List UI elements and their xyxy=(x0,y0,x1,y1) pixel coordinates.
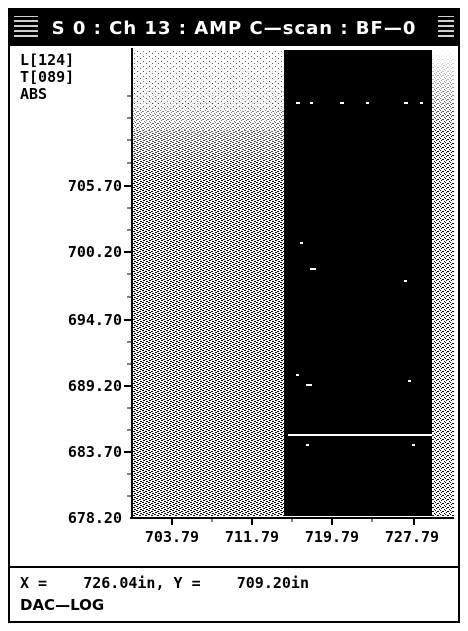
plot-axes xyxy=(124,48,454,525)
scan-region-dark xyxy=(284,50,432,516)
window-title: S 0 : Ch 13 : AMP C—scan : BF—0 xyxy=(51,18,417,39)
y-tick-label: 705.70 xyxy=(67,177,122,195)
readout-x-value: 726.04in, xyxy=(83,574,165,592)
y-tick-label: 700.20 xyxy=(67,243,122,261)
readout-y-label: Y = xyxy=(173,574,201,592)
x-tick-label: 727.79 xyxy=(384,528,440,546)
y-tick-label: 683.70 xyxy=(67,443,122,461)
status-divider xyxy=(10,566,458,568)
cscan-plot[interactable] xyxy=(10,10,458,566)
y-tick-label: 694.70 xyxy=(67,311,122,329)
x-tick-label: 711.79 xyxy=(224,528,280,546)
scan-info: L[124] T[089] ABS xyxy=(20,52,74,103)
y-tick-label: 689.20 xyxy=(67,377,122,395)
title-bar[interactable]: S 0 : Ch 13 : AMP C—scan : BF—0 xyxy=(10,10,458,46)
scan-region-right xyxy=(432,50,454,516)
title-bar-resize-icon[interactable] xyxy=(438,16,454,40)
readout-y-value: 709.20in xyxy=(236,574,309,592)
readout-x-label: X = xyxy=(20,574,48,592)
cscan-window: S 0 : Ch 13 : AMP C—scan : BF—0 L[124] T… xyxy=(8,8,460,623)
info-line-l: L[124] xyxy=(20,51,75,69)
title-bar-menu-icon[interactable] xyxy=(14,16,38,40)
y-tick-label: 678.20 xyxy=(67,509,122,527)
scan-region-left xyxy=(132,50,284,516)
cursor-readout: X = 726.04in, Y = 709.20in xyxy=(20,574,309,593)
x-tick-label: 719.79 xyxy=(304,528,360,546)
scale-mode-label: DAC—LOG xyxy=(20,596,105,614)
x-tick-label: 703.79 xyxy=(144,528,200,546)
info-line-abs: ABS xyxy=(20,85,48,103)
info-line-t: T[089] xyxy=(20,68,75,86)
